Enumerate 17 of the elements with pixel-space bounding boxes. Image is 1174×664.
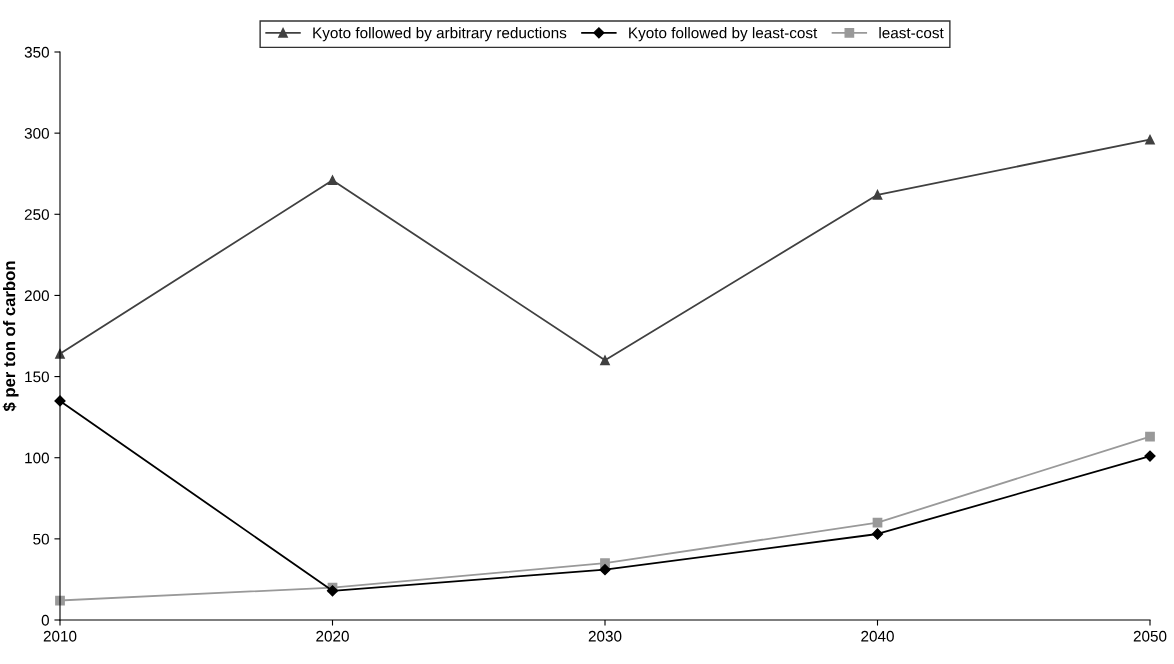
x-tick-label: 2030 (588, 630, 622, 642)
y-axis-title: $ per ton of carbon (2, 261, 19, 412)
x-tick-label: 2040 (861, 630, 894, 642)
y-tick-label: 350 (24, 46, 49, 58)
legend-label: least-cost (879, 27, 944, 39)
legend-label: Kyoto followed by least-cost (629, 27, 818, 42)
y-tick-label: 300 (24, 128, 49, 139)
y-tick-label: 150 (25, 371, 49, 383)
x-tick-label: 2010 (43, 630, 77, 642)
legend-label: Kyoto followed by arbitrary reductions (313, 27, 567, 42)
y-tick-label: 100 (25, 452, 49, 464)
y-tick-label: 50 (33, 533, 49, 545)
y-tick-label: 250 (24, 209, 49, 220)
y-tick-label: 0 (41, 614, 49, 626)
x-tick-label: 2020 (316, 630, 349, 642)
y-tick-label: 200 (24, 290, 49, 302)
x-tick-label: 2050 (1133, 630, 1167, 642)
